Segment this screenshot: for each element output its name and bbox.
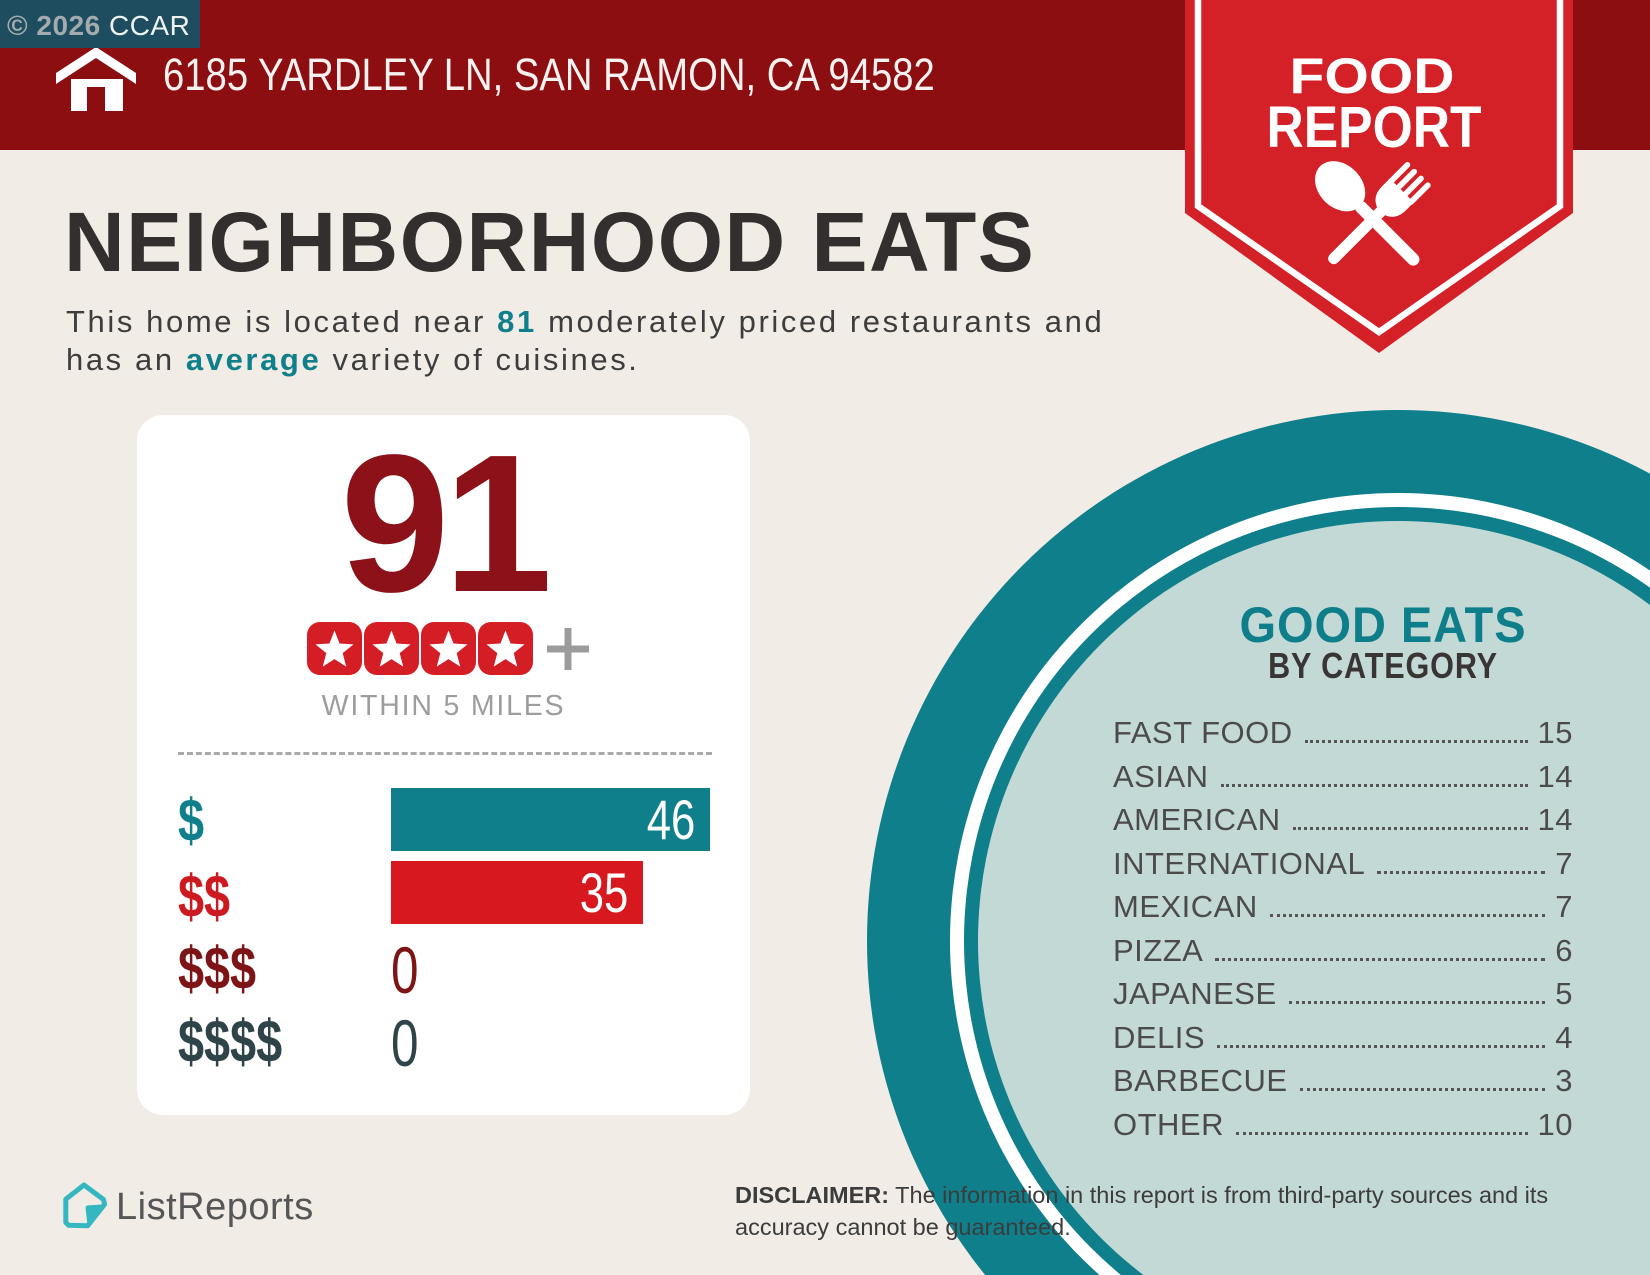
svg-text:FOOD: FOOD [1290, 48, 1455, 104]
svg-text:REPORT: REPORT [1267, 95, 1482, 160]
